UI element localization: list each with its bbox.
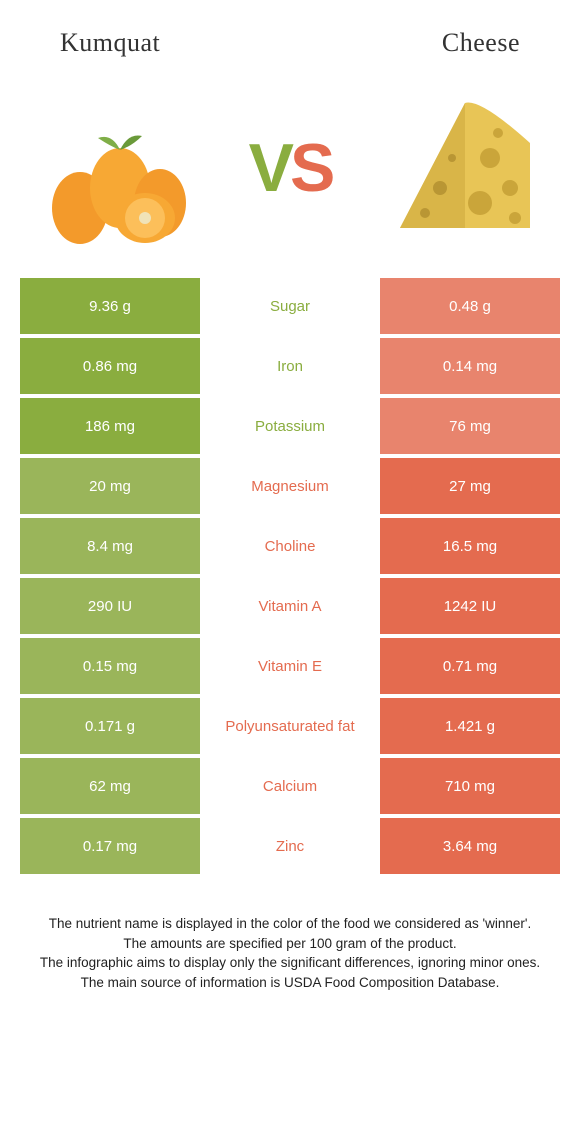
nutrient-table: 9.36 gSugar0.48 g0.86 mgIron0.14 mg186 m… [20,278,560,874]
vs-s: S [290,129,331,207]
nutrient-label: Iron [200,338,380,394]
cheese-image [370,88,560,248]
left-value: 9.36 g [20,278,200,334]
footer-line-4: The main source of information is USDA F… [20,973,560,993]
right-value: 27 mg [380,458,560,514]
table-row: 0.86 mgIron0.14 mg [20,338,560,394]
right-value: 0.48 g [380,278,560,334]
vs-v: V [249,129,290,207]
left-value: 0.86 mg [20,338,200,394]
right-value: 0.14 mg [380,338,560,394]
footer-line-1: The nutrient name is displayed in the co… [20,914,560,934]
footer-notes: The nutrient name is displayed in the co… [20,914,560,992]
kumquat-image [20,88,210,248]
table-row: 0.171 gPolyunsaturated fat1.421 g [20,698,560,754]
nutrient-label: Sugar [200,278,380,334]
left-value: 0.15 mg [20,638,200,694]
right-value: 0.71 mg [380,638,560,694]
footer-line-2: The amounts are specified per 100 gram o… [20,934,560,954]
vs-label: VS [249,129,332,207]
nutrient-label: Vitamin E [200,638,380,694]
table-row: 62 mgCalcium710 mg [20,758,560,814]
right-value: 1242 IU [380,578,560,634]
right-value: 16.5 mg [380,518,560,574]
table-row: 0.17 mgZinc3.64 mg [20,818,560,874]
nutrient-label: Vitamin A [200,578,380,634]
table-row: 8.4 mgCholine16.5 mg [20,518,560,574]
left-value: 186 mg [20,398,200,454]
nutrient-label: Potassium [200,398,380,454]
table-row: 290 IUVitamin A1242 IU [20,578,560,634]
left-value: 0.17 mg [20,818,200,874]
header: Kumquat Cheese [0,0,580,78]
table-row: 9.36 gSugar0.48 g [20,278,560,334]
table-row: 186 mgPotassium76 mg [20,398,560,454]
right-value: 1.421 g [380,698,560,754]
nutrient-label: Choline [200,518,380,574]
footer-line-3: The infographic aims to display only the… [20,953,560,973]
left-food-title: Kumquat [60,28,160,58]
right-value: 710 mg [380,758,560,814]
right-food-title: Cheese [442,28,520,58]
left-value: 290 IU [20,578,200,634]
nutrient-label: Calcium [200,758,380,814]
right-value: 76 mg [380,398,560,454]
nutrient-label: Polyunsaturated fat [200,698,380,754]
nutrient-label: Magnesium [200,458,380,514]
hero-row: VS [0,78,580,278]
left-value: 20 mg [20,458,200,514]
right-value: 3.64 mg [380,818,560,874]
table-row: 0.15 mgVitamin E0.71 mg [20,638,560,694]
left-value: 8.4 mg [20,518,200,574]
left-value: 0.171 g [20,698,200,754]
nutrient-label: Zinc [200,818,380,874]
left-value: 62 mg [20,758,200,814]
table-row: 20 mgMagnesium27 mg [20,458,560,514]
